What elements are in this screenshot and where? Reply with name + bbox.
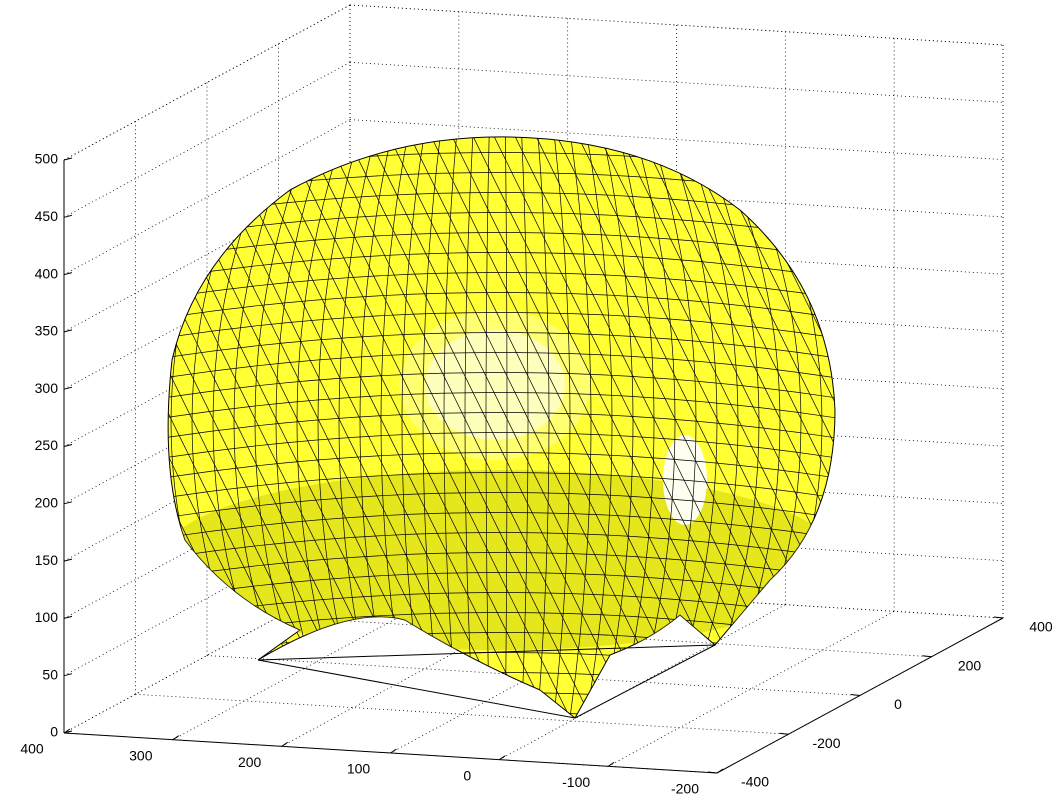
y-tick (994, 617, 1003, 618)
mesh-line (0, 120, 9, 730)
chart: 0 50 100 150 200 250 300 350 400 450 500 400 300 200 1… (0, 0, 1063, 805)
z-tick (64, 215, 72, 217)
y-tick-label: -200 (812, 735, 840, 751)
x-tick-label: -100 (562, 774, 590, 790)
x-axis (64, 733, 717, 773)
x-tick-label: 100 (347, 761, 371, 777)
y-tick-label: -400 (741, 774, 769, 790)
z-tick (64, 502, 72, 504)
mesh-line (822, 120, 1063, 730)
x-tick-label: 200 (238, 754, 262, 770)
z-tick-label: 200 (35, 495, 59, 511)
mesh-line (150, 673, 850, 701)
y-tick-label: 400 (1029, 619, 1053, 635)
z-tick (64, 330, 72, 332)
y-tick (780, 733, 789, 734)
x-tick (282, 742, 288, 746)
grid-line (350, 62, 1003, 102)
z-tick (64, 158, 72, 160)
mesh-line (906, 120, 1063, 730)
z-tick-label: 350 (35, 323, 59, 339)
z-tick-label: 400 (35, 265, 59, 281)
grid-line (136, 694, 789, 734)
x-tick (608, 762, 614, 766)
x-tick-label: -200 (671, 781, 699, 797)
y-axis (717, 618, 1003, 773)
x-tick-label: 300 (129, 747, 153, 763)
z-tick-label: 500 (35, 151, 59, 167)
z-tick (64, 273, 72, 275)
x-tick-label: 400 (20, 741, 44, 757)
z-tick (64, 387, 72, 389)
y-tick (923, 656, 932, 657)
mesh-line (969, 120, 1063, 730)
z-tick-label: 450 (35, 208, 59, 224)
x-tick (499, 756, 505, 760)
mesh-line (0, 120, 30, 730)
mesh-line (843, 120, 1063, 730)
x-tick-label: 0 (463, 767, 471, 783)
y-tick-label: 0 (894, 696, 902, 712)
z-tick-label: 250 (35, 437, 59, 453)
mesh-line (0, 120, 135, 730)
z-tick-label: 150 (35, 552, 59, 568)
z-tick (64, 616, 72, 618)
z-tick-label: 300 (35, 380, 59, 396)
z-tick (64, 559, 72, 561)
mesh-line (0, 120, 177, 730)
mesh-line (150, 693, 850, 721)
z-tick (64, 674, 72, 676)
z-tick-label: 100 (35, 609, 59, 625)
mesh-line (0, 120, 156, 730)
z-tick (64, 445, 72, 447)
mesh-line (885, 120, 1063, 730)
z-tick-label: 50 (42, 666, 58, 682)
mesh-line (801, 120, 1063, 730)
mesh-line (150, 713, 850, 741)
mesh-line (927, 120, 1063, 730)
z-tick-label: 0 (50, 724, 58, 740)
x-tick (391, 749, 397, 753)
y-tick-label: 200 (958, 657, 982, 673)
mesh-line (864, 120, 1063, 730)
y-tick (851, 695, 860, 696)
x-tick (173, 736, 179, 740)
